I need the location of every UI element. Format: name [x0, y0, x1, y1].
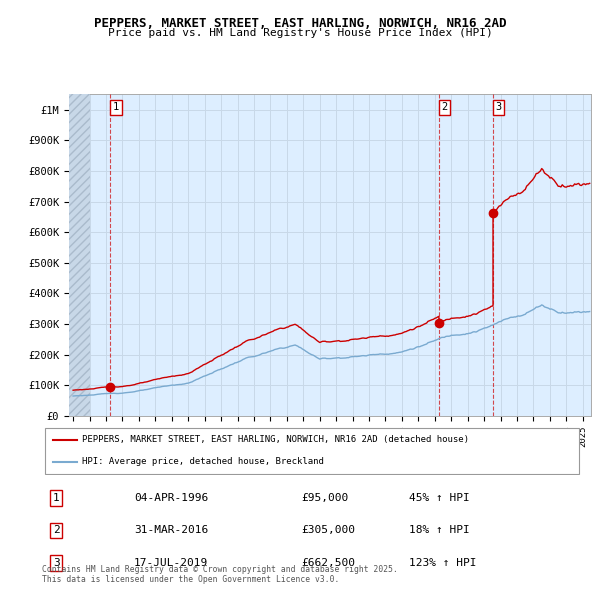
Text: £305,000: £305,000 [301, 526, 355, 535]
Text: 1: 1 [53, 493, 59, 503]
Text: 45% ↑ HPI: 45% ↑ HPI [409, 493, 470, 503]
Text: Price paid vs. HM Land Registry's House Price Index (HPI): Price paid vs. HM Land Registry's House … [107, 28, 493, 38]
Text: £95,000: £95,000 [301, 493, 349, 503]
Text: £662,500: £662,500 [301, 558, 355, 568]
Text: Contains HM Land Registry data © Crown copyright and database right 2025.
This d: Contains HM Land Registry data © Crown c… [42, 565, 398, 584]
Text: 123% ↑ HPI: 123% ↑ HPI [409, 558, 477, 568]
FancyBboxPatch shape [45, 428, 580, 474]
Text: HPI: Average price, detached house, Breckland: HPI: Average price, detached house, Brec… [83, 457, 325, 466]
Text: 3: 3 [496, 103, 502, 113]
Text: 31-MAR-2016: 31-MAR-2016 [134, 526, 208, 535]
Text: 2: 2 [53, 526, 59, 535]
Text: PEPPERS, MARKET STREET, EAST HARLING, NORWICH, NR16 2AD: PEPPERS, MARKET STREET, EAST HARLING, NO… [94, 17, 506, 30]
Text: PEPPERS, MARKET STREET, EAST HARLING, NORWICH, NR16 2AD (detached house): PEPPERS, MARKET STREET, EAST HARLING, NO… [83, 435, 470, 444]
Text: 18% ↑ HPI: 18% ↑ HPI [409, 526, 470, 535]
Text: 2: 2 [442, 103, 448, 113]
Text: 3: 3 [53, 558, 59, 568]
Text: 1: 1 [113, 103, 119, 113]
Text: 04-APR-1996: 04-APR-1996 [134, 493, 208, 503]
Text: 17-JUL-2019: 17-JUL-2019 [134, 558, 208, 568]
Bar [69, 94, 89, 416]
